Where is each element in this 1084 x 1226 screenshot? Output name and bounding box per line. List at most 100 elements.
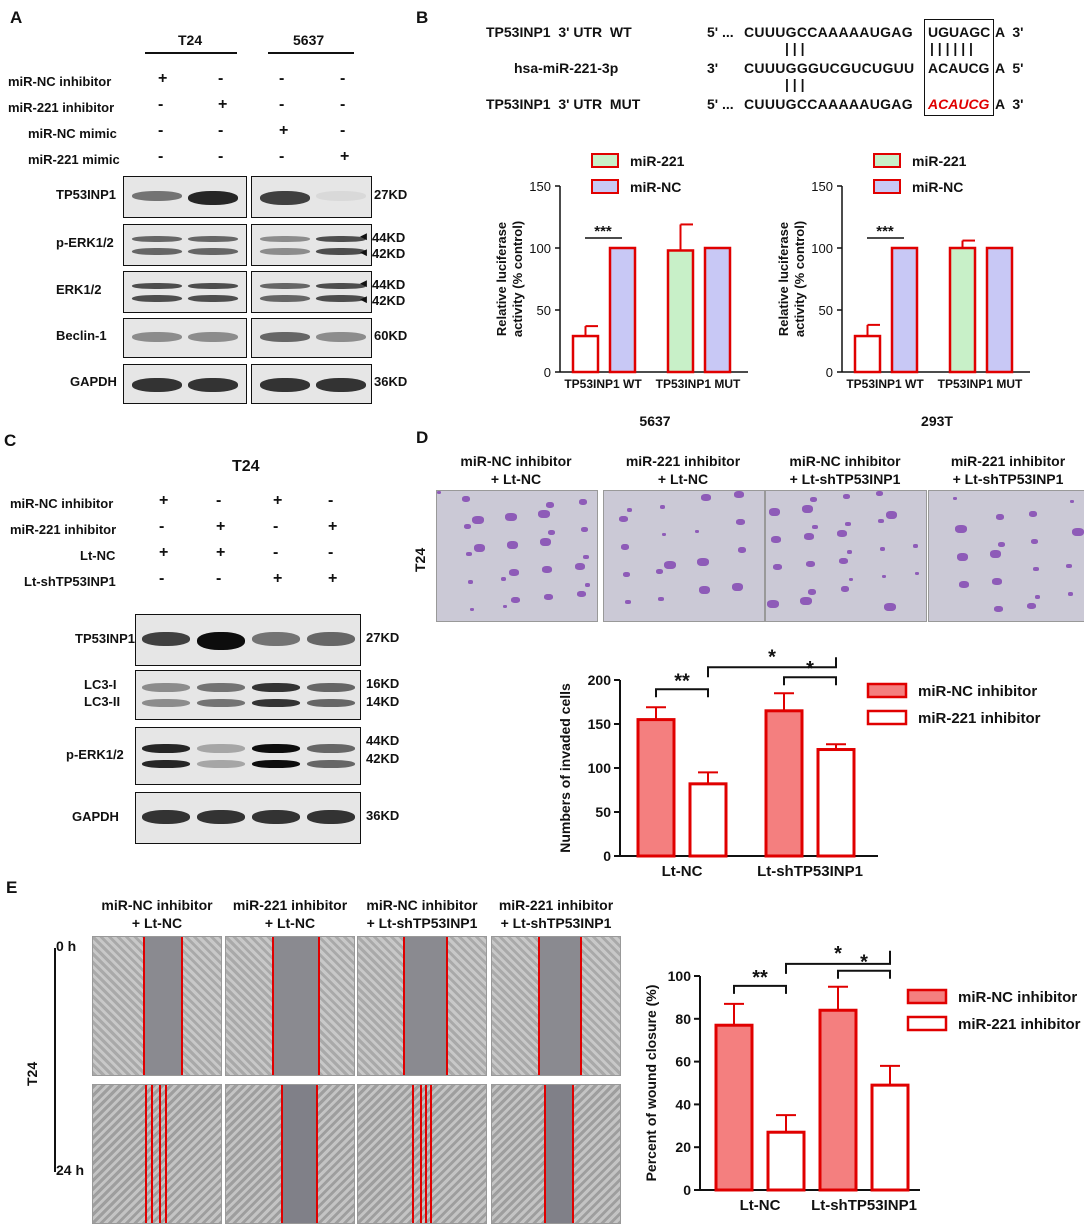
blot-band bbox=[188, 378, 238, 392]
condition-sign: + bbox=[273, 570, 283, 587]
binding-site-sequence: ACAUCG bbox=[928, 60, 990, 76]
condition-label: miR-NC inhibitor bbox=[10, 496, 114, 511]
cell-blob bbox=[734, 491, 744, 498]
invasion-micrograph bbox=[928, 490, 1084, 622]
legend-label: miR-NC inhibitor bbox=[958, 989, 1077, 1006]
data-bar bbox=[703, 246, 732, 374]
cell-blob bbox=[771, 536, 781, 543]
cell-blob bbox=[470, 608, 474, 611]
data-bar bbox=[766, 1130, 806, 1192]
cell-blob bbox=[664, 561, 676, 569]
wound-edge-line bbox=[281, 1085, 283, 1223]
cell-blob bbox=[843, 494, 850, 499]
blot-band bbox=[316, 236, 366, 242]
condition-sign: + bbox=[279, 122, 289, 139]
wound-edge-line bbox=[425, 1085, 427, 1223]
cell-blob bbox=[548, 530, 555, 535]
blot-band bbox=[260, 332, 310, 342]
blot-image bbox=[135, 727, 361, 785]
cell-blob bbox=[538, 510, 550, 518]
molecular-weight-label: 44KD bbox=[372, 230, 406, 245]
condition-sign: - bbox=[340, 96, 346, 113]
significance-bracket bbox=[733, 984, 787, 994]
data-bar bbox=[764, 709, 804, 858]
condition-sign: + bbox=[273, 492, 283, 509]
blot-band bbox=[142, 699, 190, 707]
blot-band bbox=[188, 248, 238, 255]
cell-blob bbox=[656, 569, 663, 574]
data-bar bbox=[870, 1083, 910, 1192]
cell-blob bbox=[992, 578, 1002, 585]
wound-closure-chart: 0 20 40 60 80 100 Percent of wound closure (%)… bbox=[643, 943, 1081, 1214]
luciferase-chart-293t: miR-221 miR-NC 0 50 100 150 Relative luciferas… bbox=[776, 153, 1030, 429]
significance-bracket bbox=[707, 657, 837, 678]
x-tick-label: Lt-NC bbox=[740, 1197, 781, 1214]
wound-edge-line bbox=[318, 937, 320, 1075]
chart-title: 293T bbox=[921, 413, 953, 429]
blot-band bbox=[132, 191, 182, 201]
blot-label: TP53INP1 bbox=[56, 187, 116, 202]
wound-edge-line bbox=[580, 937, 582, 1075]
condition-sign: - bbox=[159, 570, 165, 587]
blot-band bbox=[316, 191, 366, 201]
y-tick-label: 100 bbox=[529, 241, 551, 256]
cell-blob bbox=[1072, 528, 1084, 536]
x-tick-label: Lt-shTP53INP1 bbox=[811, 1197, 917, 1214]
y-tick-label: 0 bbox=[683, 1182, 691, 1198]
blot-band bbox=[252, 632, 300, 646]
cell-blob bbox=[839, 558, 848, 564]
cell-blob bbox=[1035, 595, 1040, 599]
sequence-tail: A 3' bbox=[995, 96, 1024, 112]
cell-blob bbox=[882, 575, 886, 578]
y-tick-label: 0 bbox=[603, 848, 611, 864]
cell-blob bbox=[575, 563, 585, 570]
wound-edge-line bbox=[143, 937, 145, 1075]
significance-label: ** bbox=[752, 967, 768, 989]
condition-sign: + bbox=[328, 518, 338, 535]
cell-blob bbox=[627, 508, 632, 512]
blot-band bbox=[307, 810, 355, 824]
blot-band bbox=[316, 283, 366, 289]
sequence-name: hsa-miR-221-3p bbox=[514, 60, 619, 76]
blot-image bbox=[251, 224, 372, 266]
y-tick-label: 100 bbox=[588, 760, 612, 776]
cell-blob bbox=[462, 496, 470, 502]
sequence-body: CUUUGCCAAAAAUGAG bbox=[744, 24, 913, 40]
condition-sign: - bbox=[218, 122, 224, 139]
blot-image bbox=[251, 364, 372, 404]
blot-band bbox=[132, 236, 182, 242]
legend-label: miR-221 inhibitor bbox=[918, 710, 1041, 727]
y-axis-label: Percent of wound closure (%) bbox=[643, 985, 659, 1182]
blot-band bbox=[252, 760, 300, 768]
x-tick-label: TP53INP1 MUT bbox=[938, 377, 1023, 391]
time-label-0h: 0 h bbox=[56, 938, 77, 954]
cell-blob bbox=[511, 597, 520, 603]
blot-band bbox=[142, 810, 190, 824]
cell-blob bbox=[837, 530, 847, 537]
cell-blob bbox=[699, 586, 710, 594]
molecular-weight-label: 42KD bbox=[372, 293, 406, 308]
image-caption: miR-221 inhibitor + Lt-shTP53INP1 bbox=[498, 897, 614, 931]
condition-sign: + bbox=[216, 544, 226, 561]
condition-sign: - bbox=[328, 544, 334, 561]
condition-label: Lt-shTP53INP1 bbox=[24, 574, 116, 589]
cell-blob bbox=[505, 513, 517, 521]
cell-blob bbox=[697, 558, 709, 566]
x-tick-label: TP53INP1 WT bbox=[846, 377, 924, 391]
cell-blob bbox=[466, 552, 472, 556]
blot-image bbox=[251, 318, 372, 358]
y-axis-label: Relative luciferase bbox=[494, 222, 509, 336]
y-axis-label: activity (% control) bbox=[510, 221, 525, 337]
y-tick-label: 200 bbox=[588, 672, 612, 688]
blot-band bbox=[307, 699, 355, 707]
blot-band bbox=[132, 378, 182, 392]
cell-blob bbox=[546, 502, 554, 508]
cell-blob bbox=[507, 541, 518, 549]
image-caption: miR-NC inhibitor + Lt-shTP53INP1 bbox=[789, 453, 901, 487]
condition-label: Lt-NC bbox=[80, 548, 116, 563]
image-caption: miR-NC inhibitor + Lt-shTP53INP1 bbox=[366, 897, 478, 931]
y-tick-label: 0 bbox=[544, 365, 551, 380]
cell-blob bbox=[701, 494, 711, 501]
cell-blob bbox=[503, 605, 507, 608]
wound-image-0h bbox=[357, 936, 487, 1076]
